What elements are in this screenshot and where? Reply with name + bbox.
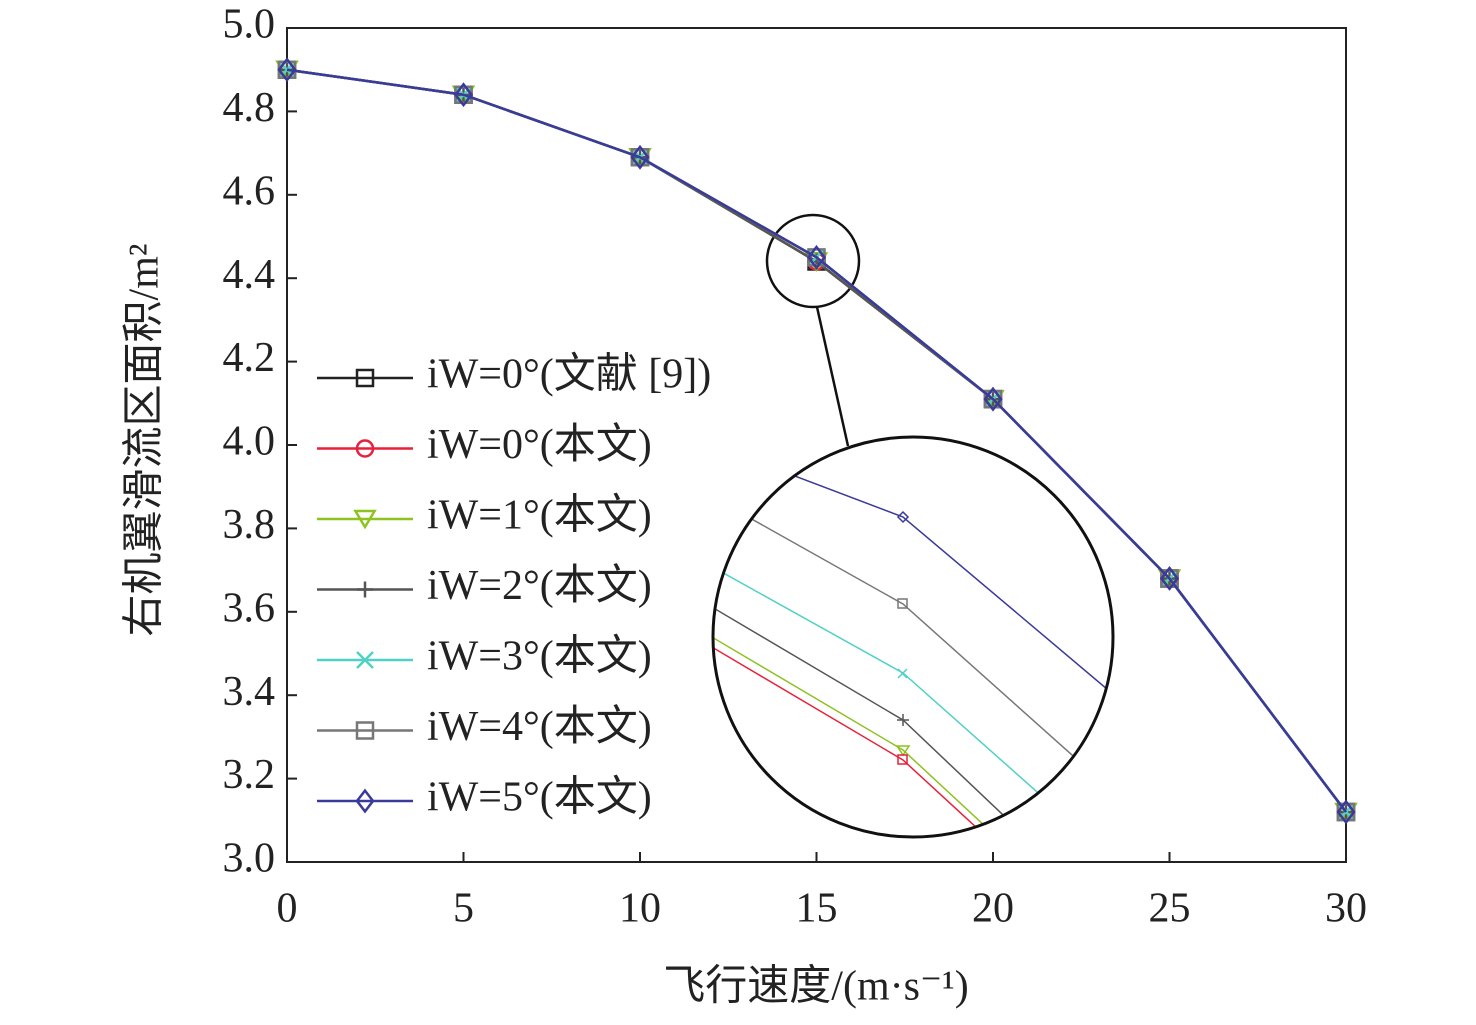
- x-tick-label: 25: [1149, 886, 1191, 932]
- marker: [1159, 565, 1180, 591]
- legend-label: iW=1°(本文): [427, 492, 652, 539]
- legend-label: iW=2°(本文): [427, 562, 652, 609]
- y-tick-label: 3.0: [223, 836, 276, 882]
- y-tick-label: 4.6: [223, 168, 276, 214]
- y-axis-label: 右机翼滑流区面积/m²: [122, 244, 168, 637]
- y-tick-label: 5.0: [223, 2, 276, 48]
- legend-marker: [357, 581, 373, 598]
- x-tick-label: 10: [619, 886, 661, 932]
- y-tick-label: 3.8: [223, 502, 276, 548]
- legend-marker: [355, 721, 375, 740]
- y-tick-label: 4.0: [223, 419, 276, 465]
- marker: [453, 82, 474, 108]
- series-line: [286, 68, 1347, 813]
- marker: [983, 386, 1003, 412]
- legend-marker: [356, 651, 374, 669]
- legend-label: iW=0°(本文): [427, 421, 652, 468]
- legend-label: iW=4°(本文): [427, 703, 652, 750]
- x-tick-label: 30: [1325, 886, 1367, 932]
- legend-marker: [355, 439, 375, 458]
- y-tick-label: 4.8: [223, 85, 276, 131]
- y-tick-label: 3.6: [223, 585, 276, 631]
- x-tick-label: 15: [796, 886, 838, 932]
- zoom-inset: [711, 213, 1115, 839]
- legend-label: iW=5°(本文): [427, 774, 652, 821]
- legend-marker: [355, 368, 375, 388]
- marker: [630, 144, 650, 170]
- marker: [806, 244, 827, 270]
- x-tick-label: 5: [453, 886, 474, 932]
- y-tick-label: 4.4: [223, 252, 276, 298]
- x-axis-label: 飞行速度/(m·s⁻¹): [663, 964, 968, 1010]
- x-tick-label: 0: [277, 886, 298, 932]
- legend-marker: [353, 509, 377, 530]
- y-tick-label: 3.4: [223, 669, 276, 715]
- legend-label: iW=3°(本文): [427, 633, 652, 680]
- legend-label: iW=0°(文献 [9]): [427, 351, 711, 398]
- marker: [1336, 799, 1356, 825]
- legend-marker: [355, 788, 375, 814]
- y-tick-label: 3.2: [223, 752, 276, 798]
- marker: [277, 57, 297, 83]
- y-tick-label: 4.2: [223, 335, 276, 381]
- x-tick-label: 20: [972, 886, 1014, 932]
